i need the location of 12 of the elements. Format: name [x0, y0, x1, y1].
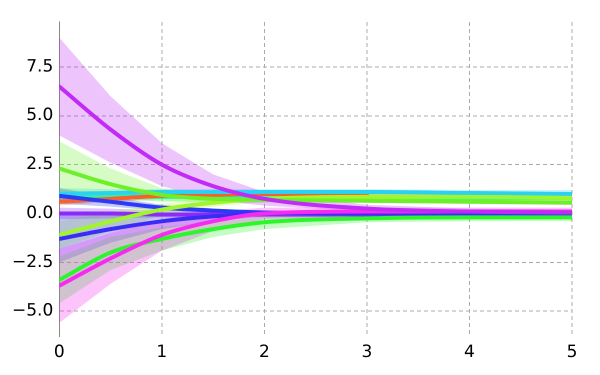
y-tick-label: −2.5: [12, 252, 54, 272]
x-tick-label: 2: [258, 342, 270, 362]
x-tick-label: 4: [464, 342, 475, 362]
y-tick-label: 7.5: [26, 56, 54, 76]
x-tick-label: 3: [362, 342, 372, 362]
x-tick-label: 0: [54, 342, 65, 362]
y-tick-label: 2.5: [26, 154, 54, 174]
x-tick-label: 5: [566, 342, 578, 362]
x-tick-label: 1: [156, 342, 168, 362]
y-tick-label: 5.0: [26, 105, 54, 126]
y-tick-label: 0.0: [26, 202, 54, 223]
y-tick-label: −5.0: [12, 300, 54, 321]
